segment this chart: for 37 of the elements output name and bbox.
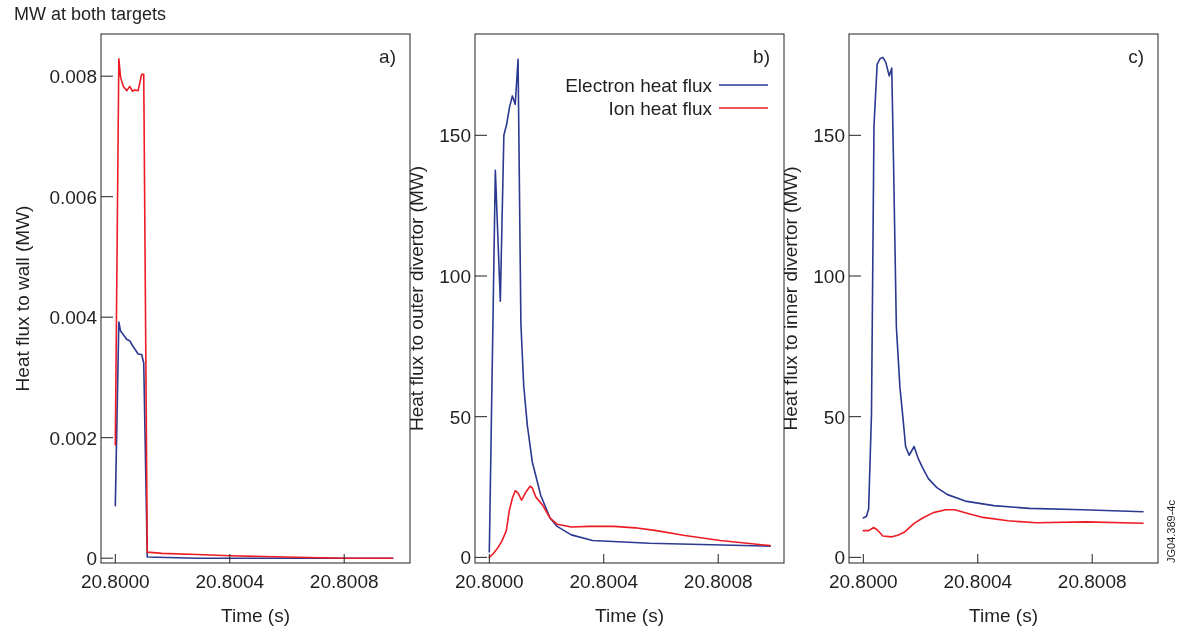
- y-tick-label: 0.008: [49, 66, 97, 88]
- legend-label: Ion heat flux: [608, 98, 713, 119]
- y-tick-label: 0.006: [49, 186, 97, 208]
- y-tick-label: 150: [813, 125, 845, 147]
- x-tick-label: 20.8008: [1057, 571, 1127, 592]
- legend-label: Electron heat flux: [565, 75, 713, 96]
- y-tick-label: 0: [834, 547, 845, 569]
- x-tick-label: 20.8008: [309, 571, 379, 592]
- x-tick-label: 20.8004: [943, 571, 1013, 592]
- annotation: b): [753, 46, 770, 67]
- y-tick-label: 50: [823, 406, 845, 428]
- annotation: c): [1128, 46, 1144, 67]
- y-axis-title: Heat flux to outer divertor (MW): [406, 165, 427, 432]
- x-tick-label: 20.8004: [195, 571, 265, 592]
- text: JG04.389-4c: [1165, 499, 1177, 563]
- y-tick-label: 150: [439, 125, 471, 147]
- y-axis-title: Heat flux to wall (MW): [12, 205, 33, 392]
- x-tick-label: 20.8000: [80, 571, 150, 592]
- x-tick-label: 20.8000: [454, 571, 524, 592]
- y-tick-label: 0: [460, 547, 471, 569]
- y-tick-label: 100: [813, 265, 845, 287]
- x-tick-label: 20.8008: [683, 571, 753, 592]
- y-tick-label: 0.004: [49, 307, 98, 329]
- y-tick-label: 50: [449, 406, 471, 428]
- y-tick-label: 0: [86, 548, 97, 570]
- x-axis-title: Time (s): [969, 605, 1038, 626]
- chart-title: MW at both targets: [14, 4, 167, 24]
- y-tick-label: 0.002: [49, 427, 97, 449]
- y-tick-label: 100: [439, 265, 471, 287]
- x-axis-title: Time (s): [595, 605, 664, 626]
- x-tick-label: 20.8004: [569, 571, 639, 592]
- y-axis-title: Heat flux to inner divertor (MW): [780, 166, 801, 431]
- x-axis-title: Time (s): [221, 605, 290, 626]
- x-tick-label: 20.8000: [828, 571, 898, 592]
- line-series: [862, 509, 1144, 538]
- annotation: a): [379, 46, 396, 67]
- line-series: [488, 485, 771, 559]
